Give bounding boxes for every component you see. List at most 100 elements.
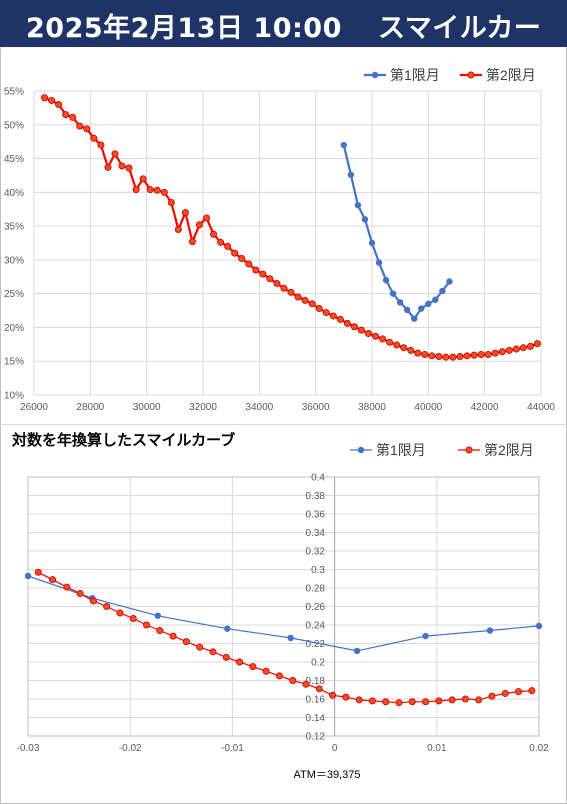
series-2-point — [289, 676, 297, 684]
series-2-point — [181, 209, 189, 217]
series-2-point — [236, 658, 244, 666]
series-2-point — [442, 353, 450, 361]
series-2-point — [519, 344, 527, 352]
series-2-point — [209, 648, 217, 656]
series-2-point — [97, 141, 105, 149]
series-2-point — [76, 122, 84, 130]
series-1-point — [396, 299, 404, 306]
y-tick-label: 50% — [4, 120, 24, 131]
y-tick-label: 20% — [4, 323, 24, 334]
series-1-point — [432, 296, 439, 303]
annualized-log-smile-chart: -0.03 -0.02 -0.01 0 0.01 0.02 0.12 0.14 0.16 0.18… — [11, 431, 549, 781]
series-2-point — [342, 693, 350, 701]
series-2-point — [301, 296, 309, 304]
legend-marker-series-1 — [357, 446, 365, 454]
y-tick-label: 40% — [4, 188, 24, 199]
series-2-point — [224, 242, 232, 250]
series-2-point — [210, 230, 218, 238]
y-tick-label: 0.38 — [306, 491, 326, 502]
series-2-point — [188, 238, 196, 246]
series-2-point — [329, 312, 337, 320]
series-1-point — [535, 622, 543, 630]
series-2-point — [528, 687, 536, 695]
series-2-point — [421, 350, 429, 358]
series-2-point — [386, 338, 394, 346]
legend-marker-series-2 — [465, 446, 473, 454]
series-2-point — [217, 238, 225, 246]
series-2-point — [174, 225, 182, 233]
series-2-point — [182, 638, 190, 646]
y-tick-label: 0.32 — [306, 547, 326, 558]
header-bar: 2025年2月13日 10:00 スマイルカーブ — [0, 0, 567, 83]
series-2-point — [111, 150, 119, 158]
y-tick-label: 0.22 — [306, 639, 326, 650]
x-tick-label: -0.03 — [17, 743, 40, 754]
series-2-point — [69, 113, 77, 121]
series-1-point — [418, 305, 425, 312]
series-2-point — [116, 609, 124, 617]
series-2-point — [461, 695, 469, 703]
x-axis-label: ATM＝39,375 — [293, 769, 360, 781]
series-2-point — [169, 632, 177, 640]
y-tick-label: 55% — [4, 87, 24, 98]
series-2-point — [456, 352, 464, 360]
series-2-point — [132, 186, 140, 194]
y-tick-label: 35% — [4, 222, 24, 233]
series-2-point — [515, 688, 523, 696]
series-2-point — [125, 164, 133, 172]
series-1-point — [340, 141, 348, 149]
chart-divider — [0, 424, 567, 425]
series-2-point — [315, 305, 323, 313]
x-tick-label: 32000 — [189, 402, 217, 413]
series-2-point — [368, 697, 376, 705]
series-2-point — [428, 352, 436, 360]
header-title: スマイルカーブ — [378, 13, 542, 83]
series-2-point — [435, 697, 443, 705]
x-tick-label: 42000 — [471, 402, 499, 413]
series-2-point — [315, 685, 323, 693]
y-tick-label: 0.36 — [306, 510, 326, 521]
series-2-point — [118, 162, 126, 170]
series-2-point — [55, 101, 63, 109]
series-2-point — [160, 188, 168, 196]
series-2-point — [294, 293, 302, 301]
series-1-line — [27, 575, 540, 652]
x-tick-label: -0.01 — [221, 743, 244, 754]
series-2-point — [463, 352, 471, 360]
series-2-point — [139, 175, 147, 183]
legend-label-series-2: 第2限月 — [486, 67, 536, 83]
x-tick-label: 34000 — [245, 402, 273, 413]
x-tick-label: 28000 — [76, 402, 104, 413]
series-2-point — [505, 346, 513, 354]
x-tick-label: 0.01 — [427, 743, 447, 754]
series-2-point — [364, 330, 372, 338]
x-tick-label: 44000 — [527, 402, 555, 413]
series-2-point — [498, 348, 506, 356]
series-2-point — [129, 615, 137, 623]
series-2-point — [526, 342, 534, 350]
series-1-point — [404, 306, 411, 314]
series-2-point — [238, 255, 246, 263]
series-1-point — [353, 647, 361, 655]
series-2-line — [44, 96, 538, 359]
series-2-point — [512, 345, 520, 353]
series-1-point — [486, 627, 494, 634]
series-2-point — [41, 94, 49, 102]
legend-marker-series-1 — [371, 71, 379, 79]
x-tick-label: 0 — [332, 743, 338, 754]
series-2-point — [280, 284, 288, 292]
header-datetime: 2025年2月13日 10:00 — [26, 13, 342, 44]
series-2-point — [156, 627, 164, 635]
series-2-point — [259, 270, 267, 278]
series-2-point — [167, 198, 175, 206]
series-2-point — [287, 288, 295, 296]
series-2-point — [329, 691, 337, 699]
y-tick-label: 0.3 — [311, 565, 325, 576]
series-1-point — [287, 634, 294, 642]
y-tick-label: 10% — [4, 391, 24, 402]
series-2-point — [379, 335, 387, 343]
series-1-point — [446, 278, 453, 285]
series-1-point — [154, 612, 161, 619]
x-tick-label: 0.02 — [529, 743, 549, 754]
